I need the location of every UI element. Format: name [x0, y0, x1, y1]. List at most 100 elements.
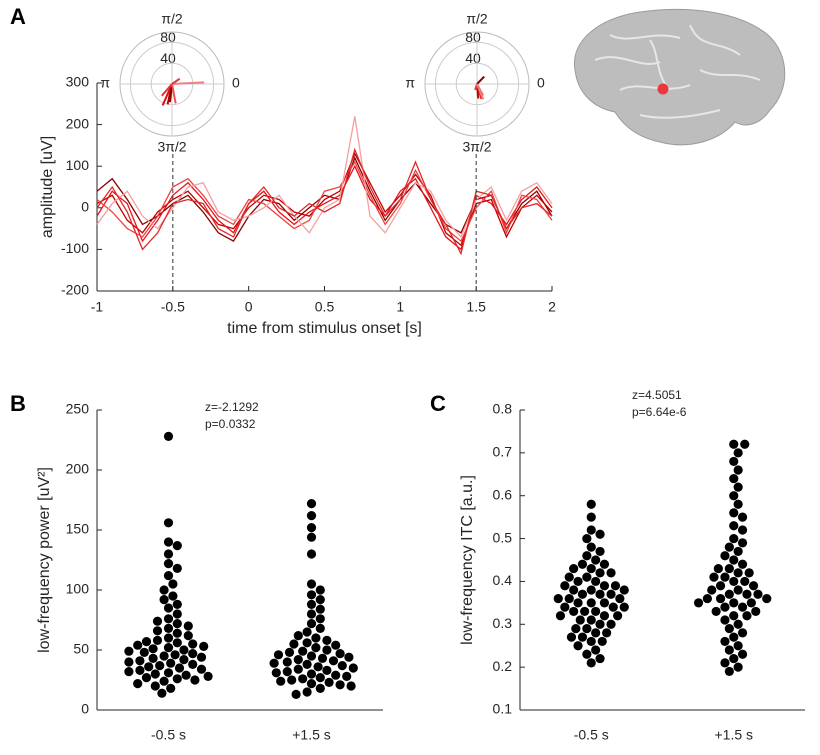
data-point [733, 546, 743, 557]
angle-label: π [100, 75, 110, 91]
y-tick-label: 250 [66, 401, 90, 417]
x-tick-label: -0.5 s [574, 727, 609, 743]
data-point [163, 431, 174, 441]
y-tick-label: 0.3 [493, 615, 513, 631]
angle-label: 0 [232, 75, 240, 91]
data-point [693, 598, 704, 608]
data-point [139, 647, 149, 658]
data-point [302, 687, 312, 697]
annotation: z=-2.1292 [205, 400, 259, 414]
data-point [740, 439, 750, 449]
data-point [148, 644, 158, 654]
data-point [133, 640, 143, 650]
y-tick-label: -100 [61, 240, 89, 256]
data-point [615, 593, 625, 604]
data-point [328, 656, 339, 666]
data-point [306, 619, 317, 629]
x-tick-label: 1 [396, 299, 404, 315]
data-point [196, 652, 207, 662]
data-point [733, 465, 743, 475]
data-point [724, 666, 734, 677]
data-point [298, 646, 308, 656]
data-point [155, 661, 165, 671]
data-point [306, 549, 317, 559]
data-point [571, 623, 581, 634]
data-point [152, 626, 163, 636]
data-point [306, 679, 317, 689]
data-point [124, 646, 134, 656]
data-point [586, 499, 596, 509]
data-point [179, 655, 189, 665]
data-point [124, 667, 134, 677]
data-point [322, 635, 332, 646]
y-tick-label: 0.4 [493, 572, 513, 588]
x-tick-label: 1.5 [466, 299, 486, 315]
data-point [306, 523, 317, 533]
y-tick-label: 0.7 [493, 444, 513, 460]
angle-label: π/2 [466, 11, 488, 27]
data-point [599, 611, 610, 621]
data-point [606, 568, 616, 578]
angle-label: π [405, 75, 415, 91]
data-point [141, 637, 152, 647]
data-point [586, 525, 596, 535]
data-point [335, 680, 345, 690]
data-point [150, 681, 160, 691]
data-point [291, 689, 301, 700]
data-point [302, 638, 312, 648]
y-tick-label: 200 [66, 461, 90, 477]
phase-vector [161, 83, 173, 97]
data-point [742, 611, 752, 621]
data-point [287, 675, 297, 685]
data-point [188, 659, 198, 670]
data-point [737, 649, 748, 659]
brain-image [573, 8, 786, 146]
data-point [163, 518, 174, 528]
data-point [306, 669, 317, 679]
data-point [315, 673, 325, 683]
data-point [344, 652, 354, 662]
data-point [724, 589, 734, 599]
data-point [582, 533, 592, 544]
data-point [591, 576, 601, 587]
data-point [188, 649, 198, 659]
data-point [729, 439, 739, 449]
data-point [595, 619, 605, 629]
data-point [269, 658, 279, 668]
data-point [582, 623, 592, 634]
r-tick-label: 40 [465, 50, 481, 66]
data-point [729, 576, 739, 587]
data-point [595, 529, 605, 539]
panel-label: A [10, 4, 26, 29]
x-tick-label: -0.5 [161, 299, 185, 315]
data-point [315, 585, 325, 595]
data-point [613, 611, 623, 621]
data-point [313, 662, 323, 672]
data-point [707, 585, 717, 595]
x-tick-label: +1.5 s [714, 727, 753, 743]
data-point [573, 598, 583, 608]
data-point [724, 542, 734, 552]
annotation: p=6.64e-6 [632, 405, 687, 419]
data-point [172, 541, 182, 551]
annotation: p=0.0332 [205, 417, 256, 431]
phase-vector [171, 77, 181, 85]
data-point [569, 563, 579, 574]
data-point [720, 572, 730, 582]
data-point [733, 482, 743, 492]
data-point [733, 568, 743, 578]
data-point [172, 599, 182, 610]
data-point [306, 599, 317, 610]
data-point [150, 669, 160, 679]
data-point [737, 525, 748, 535]
data-point [582, 649, 592, 659]
data-point [566, 632, 577, 642]
data-point [762, 593, 772, 604]
data-point [196, 664, 207, 674]
data-point [306, 579, 317, 589]
data-point [315, 623, 325, 634]
data-point [315, 683, 325, 694]
data-point [342, 671, 352, 682]
data-point [597, 636, 607, 647]
data-point [586, 585, 596, 595]
